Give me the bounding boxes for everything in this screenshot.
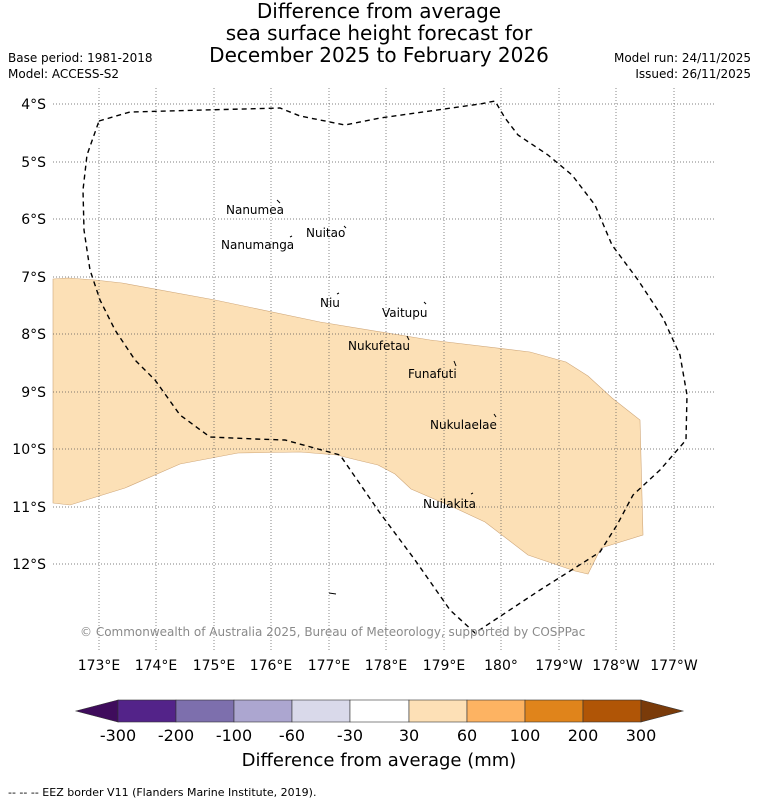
model-name: Model: ACCESS-S2	[8, 67, 120, 81]
colorbar-tick-label: 200	[567, 726, 599, 745]
lon-label-174e: 174°E	[135, 658, 178, 674]
colorbar-bin-7	[466, 699, 526, 723]
colorbar-bin-1	[117, 699, 177, 723]
meta-left: Base period: 1981-2018 Model: ACCESS-S2	[8, 50, 153, 82]
lon-label-173e: 173°E	[78, 658, 121, 674]
lon-labels: 173°E 174°E 175°E 176°E 177°E 178°E 179°…	[78, 658, 698, 674]
lat-label-6s: 6°S	[21, 212, 46, 228]
colorbar-tick-label: 300	[625, 726, 657, 745]
meta-right: Model run: 24/11/2025 Issued: 26/11/2025	[614, 50, 751, 82]
colorbar-bin-2	[175, 699, 235, 723]
lon-label-179e: 179°E	[423, 658, 466, 674]
colorbar-tick-label: 30	[398, 726, 420, 745]
base-period: Base period: 1981-2018	[8, 51, 153, 65]
lon-label-176e: 176°E	[250, 658, 293, 674]
anomaly-region	[52, 277, 644, 575]
place-nuilakita: Nuilakita	[423, 497, 476, 511]
island-niu	[336, 292, 340, 295]
colorbar-bin-3	[233, 699, 293, 723]
place-nukufetau: Nukufetau	[348, 339, 410, 353]
island-vaitupu	[423, 301, 427, 305]
copyright-notice: © Commonwealth of Australia 2025, Bureau…	[80, 625, 585, 639]
lat-label-9s: 9°S	[21, 385, 46, 401]
colorbar-bin-8	[524, 699, 584, 723]
place-labels: Nanumea Nuitao Nanumanga Niu Vaitupu Nuk…	[221, 203, 497, 511]
map-grid	[53, 88, 714, 650]
place-nuitao: Nuitao	[306, 226, 345, 240]
colorbar-under	[74, 699, 119, 723]
place-niu: Niu	[320, 296, 340, 310]
place-vaitupu: Vaitupu	[382, 306, 428, 320]
islands	[276, 199, 497, 595]
place-nukulaelae: Nukulaelae	[430, 418, 497, 432]
lon-label-178e: 178°E	[365, 658, 408, 674]
title-line-2: sea surface height forecast for	[225, 21, 533, 45]
colorbar-over	[640, 699, 685, 723]
lat-label-7s: 7°S	[21, 270, 46, 286]
colorbar-tick-label: -60	[278, 726, 306, 745]
place-funafuti: Funafuti	[408, 367, 457, 381]
issued-date: Issued: 26/11/2025	[635, 67, 751, 81]
title-line-3: December 2025 to February 2026	[209, 43, 549, 67]
colorbar-tick-label: 60	[456, 726, 478, 745]
model-run: Model run: 24/11/2025	[613, 51, 751, 65]
chart-title: Difference from average sea surface heig…	[0, 0, 758, 66]
lat-label-4s: 4°S	[21, 97, 46, 113]
lon-label-180: 180°	[484, 658, 518, 674]
colorbar-bin-5	[349, 699, 410, 723]
island-reef	[328, 592, 337, 595]
place-nanumanga: Nanumanga	[221, 238, 294, 252]
eez-border	[82, 100, 688, 634]
island-nuitao	[343, 225, 347, 229]
colorbar-bin-6	[408, 699, 468, 723]
lon-label-177w: 177°W	[650, 658, 698, 674]
lon-label-175e: 175°E	[193, 658, 236, 674]
footer-note: -- -- -- EEZ border V11 (Flanders Marine…	[8, 786, 317, 799]
island-nanumea	[276, 199, 281, 204]
place-nanumea: Nanumea	[226, 203, 284, 217]
lat-label-12s: 12°S	[12, 557, 46, 573]
colorbar-tick-label: -300	[99, 726, 137, 745]
lon-label-179w: 179°W	[535, 658, 583, 674]
lat-labels: 4°S 5°S 6°S 7°S 8°S 9°S 10°S 11°S 12°S	[12, 97, 46, 573]
lat-label-5s: 5°S	[21, 155, 46, 171]
colorbar-tick-label: -30	[336, 726, 364, 745]
colorbar	[74, 699, 685, 723]
colorbar-tick-label: 100	[509, 726, 541, 745]
lon-label-177e: 177°E	[308, 658, 351, 674]
lat-label-8s: 8°S	[21, 327, 46, 343]
colorbar-title: Difference from average (mm)	[241, 750, 517, 771]
title-line-1: Difference from average	[256, 0, 502, 23]
lon-label-178w: 178°W	[592, 658, 640, 674]
island-funafuti	[453, 360, 457, 367]
colorbar-tick-label: -200	[157, 726, 195, 745]
lat-label-11s: 11°S	[12, 500, 46, 516]
colorbar-bin-4	[291, 699, 351, 723]
colorbar-bin-9	[582, 699, 642, 723]
island-nukulaelae	[493, 413, 497, 418]
island-nuilakita	[470, 492, 474, 495]
island-nukufetau	[406, 335, 410, 341]
colorbar-tick-label: -100	[215, 726, 253, 745]
lat-label-10s: 10°S	[12, 442, 46, 458]
island-nanumanga	[289, 235, 293, 238]
